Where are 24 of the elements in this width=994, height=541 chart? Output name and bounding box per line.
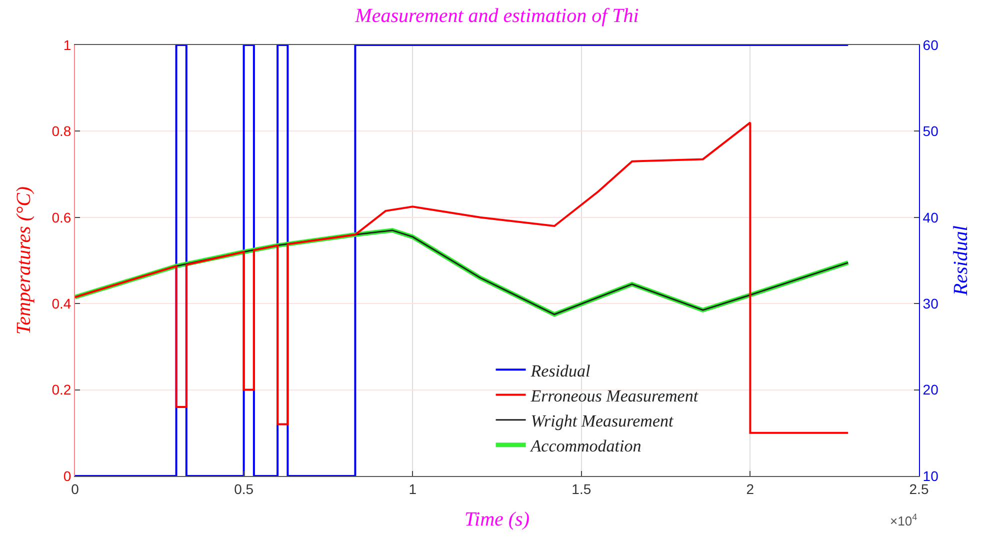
x-axis-title: Time (s) — [464, 508, 530, 530]
legend-label: Erroneous Measurement — [530, 386, 700, 406]
y-tick-label: 0.4 — [52, 296, 72, 312]
y2-tick-label: 20 — [922, 382, 939, 398]
y2-tick-label: 40 — [922, 209, 939, 226]
y-axis-title: Temperatures (°C) — [13, 186, 36, 335]
x-tick-label: 0.5 — [234, 480, 254, 497]
y-tick-label: 1 — [63, 36, 72, 53]
y-tick-label: 0.8 — [52, 123, 72, 140]
legend-label: Residual — [530, 361, 591, 380]
y-tick-label: 0.6 — [52, 209, 72, 226]
legend-label: Accommodation — [530, 436, 642, 456]
y2-tick-label: 50 — [922, 123, 939, 140]
y-tick-label: 0 — [63, 468, 72, 484]
legend-label: Wright Measurement — [530, 411, 674, 430]
y2-axis-title: Residual — [950, 225, 972, 296]
x-tick-label: 2 — [746, 480, 754, 497]
x-tick-label: 1 — [408, 480, 417, 497]
chart-title: Measurement and estimation of Thi — [354, 5, 639, 28]
y-tick-label: 0.2 — [52, 382, 72, 398]
y2-tick-label: 60 — [922, 36, 939, 53]
x-tick-label: 1.5 — [572, 480, 592, 497]
text: ×10$^{4}$ — [890, 512, 918, 528]
y2-tick-label: 30 — [922, 296, 939, 312]
